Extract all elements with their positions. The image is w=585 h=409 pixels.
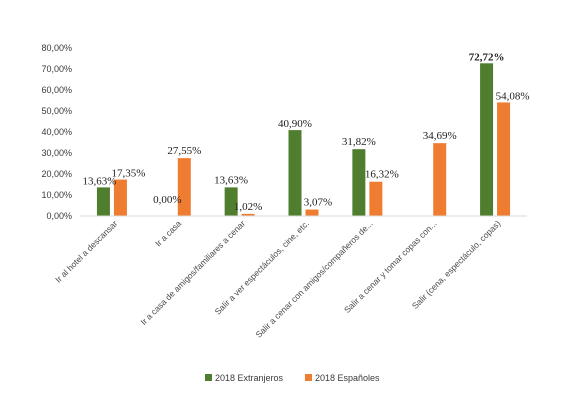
data-label: 3,07% xyxy=(304,197,332,209)
legend-label: 2018 Españoles xyxy=(315,373,380,383)
data-label: 54,08% xyxy=(496,90,530,102)
legend-swatch xyxy=(305,374,312,381)
data-label: 17,35% xyxy=(111,168,145,180)
bar-espanoles xyxy=(177,158,191,216)
x-tick-label: Salir a cenar con amigos/compañeros de..… xyxy=(253,218,374,339)
y-tick-label: 50,00% xyxy=(41,106,72,116)
y-tick-label: 80,00% xyxy=(41,43,72,53)
bar-espanoles xyxy=(305,209,319,216)
bars xyxy=(96,63,511,217)
x-tick-label: Ir a casa xyxy=(153,218,183,248)
bar-espanoles xyxy=(433,143,447,216)
y-tick-label: 30,00% xyxy=(41,148,72,158)
x-tick-label: Ir al hotel a descansar xyxy=(53,218,119,284)
legend: 2018 Extranjeros 2018 Españoles xyxy=(205,373,380,383)
data-label: 1,02% xyxy=(234,201,262,213)
data-label: 0,00% xyxy=(153,194,181,206)
y-tick-label: 70,00% xyxy=(41,64,72,74)
bar-espanoles xyxy=(497,102,511,216)
y-tick-label: 0,00% xyxy=(46,211,72,221)
data-label: 31,82% xyxy=(342,136,376,148)
bar-espanoles xyxy=(113,179,127,216)
bar-extranjeros xyxy=(352,149,366,216)
y-tick-label: 60,00% xyxy=(41,85,72,95)
data-labels: 13,63%17,35%0,00%27,55%13,63%1,02%40,90%… xyxy=(82,51,529,213)
y-axis: 0,00% 10,00% 20,00% 30,00% 40,00% 50,00% 60,00… xyxy=(41,43,72,221)
data-label: 27,55% xyxy=(167,145,201,157)
bar-extranjeros xyxy=(480,63,494,217)
data-label: 34,69% xyxy=(423,130,457,142)
data-label: 72,72% xyxy=(469,51,505,63)
x-tick-label: Ir a casa de amigos/familiares a cenar xyxy=(138,218,247,327)
data-label: 16,32% xyxy=(365,169,399,181)
data-label: 13,63% xyxy=(82,175,116,187)
bar-extranjeros xyxy=(288,130,302,216)
legend-swatch xyxy=(205,374,212,381)
y-tick-label: 20,00% xyxy=(41,169,72,179)
bar-espanoles xyxy=(241,213,255,216)
bar-extranjeros xyxy=(96,187,110,216)
legend-label: 2018 Extranjeros xyxy=(215,373,284,383)
data-label: 13,63% xyxy=(214,174,248,186)
bar-espanoles xyxy=(369,181,383,216)
bar-extranjeros xyxy=(224,187,238,216)
y-tick-label: 10,00% xyxy=(41,190,72,200)
data-label: 40,90% xyxy=(278,118,312,130)
y-tick-label: 40,00% xyxy=(41,127,72,137)
